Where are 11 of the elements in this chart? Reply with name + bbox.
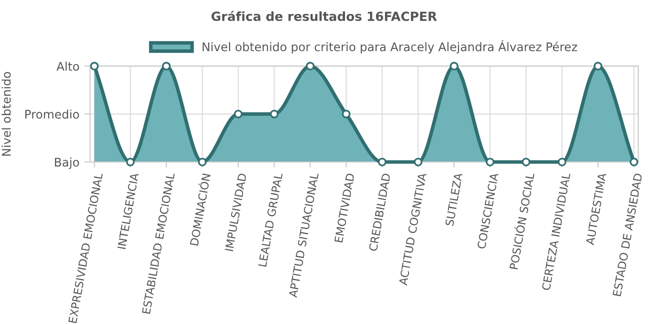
y-axis-title: Nivel obtenido — [2, 72, 11, 156]
category-label: Alto — [56, 62, 80, 71]
category-label: Bajo — [54, 158, 80, 169]
category-label: Promedio — [25, 110, 80, 119]
chart-title: Gráfica de resultados 16FACPER — [212, 10, 437, 22]
x-tick-label: ESTADO DE ANSIEDAD — [612, 173, 642, 296]
x-tick-label: SUTILEZA — [445, 172, 463, 226]
x-tick-label: POSICIÓN SOCIAL — [507, 172, 535, 270]
x-tick-label: LEALTAD GRUPAL — [258, 172, 283, 267]
legend-label: Nivel obtenido por criterio para Aracely Alejandra Álvarez Pérez — [202, 40, 578, 54]
x-tick-label: ACTITUD COGNITIVA — [398, 172, 427, 286]
